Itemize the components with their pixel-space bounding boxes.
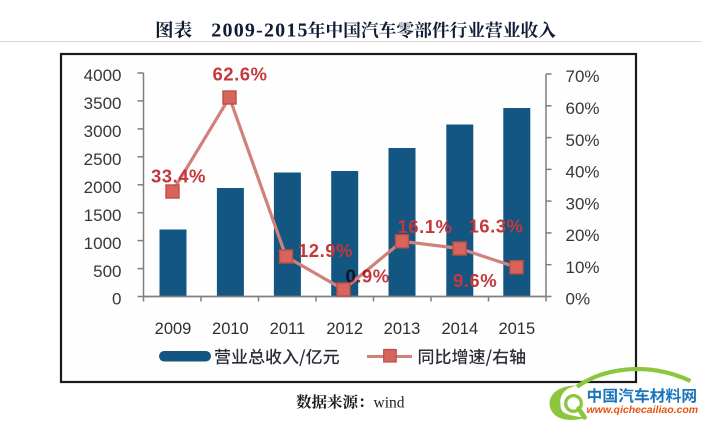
svg-text:10%: 10% xyxy=(566,258,600,277)
svg-text:2500: 2500 xyxy=(84,150,122,169)
svg-text:0: 0 xyxy=(112,290,121,309)
svg-text:wind: wind xyxy=(374,395,405,412)
svg-text:30%: 30% xyxy=(566,194,600,213)
svg-text:1000: 1000 xyxy=(84,234,122,253)
svg-text:12.9%: 12.9% xyxy=(298,240,353,261)
svg-text:62.6%: 62.6% xyxy=(213,64,268,85)
svg-text:4000: 4000 xyxy=(84,66,122,85)
svg-text:2009: 2009 xyxy=(155,320,192,338)
svg-text:2012: 2012 xyxy=(326,320,363,338)
svg-text:2000: 2000 xyxy=(84,178,122,197)
svg-text:16.3%: 16.3% xyxy=(469,216,524,237)
svg-text:www.qichecailiao.com: www.qichecailiao.com xyxy=(587,404,699,416)
svg-text:70%: 70% xyxy=(566,67,600,86)
svg-text:50%: 50% xyxy=(566,131,600,150)
svg-text:2010: 2010 xyxy=(212,320,249,338)
svg-text:9.6%: 9.6% xyxy=(453,270,497,291)
svg-text:1500: 1500 xyxy=(84,206,122,225)
svg-text:3000: 3000 xyxy=(84,122,122,141)
svg-text:40%: 40% xyxy=(566,163,600,182)
svg-text:60%: 60% xyxy=(566,99,600,118)
svg-text:20%: 20% xyxy=(566,226,600,245)
svg-text:2015: 2015 xyxy=(498,320,535,338)
svg-text:33.4%: 33.4% xyxy=(151,166,206,187)
svg-text:2014: 2014 xyxy=(441,320,478,338)
svg-text:2011: 2011 xyxy=(270,320,305,338)
svg-text:2013: 2013 xyxy=(384,320,421,338)
svg-text:16.1%: 16.1% xyxy=(398,216,453,237)
svg-text:2009-2015: 2009-2015 xyxy=(211,20,308,42)
svg-text:3500: 3500 xyxy=(84,94,122,113)
svg-text:500: 500 xyxy=(93,262,121,281)
svg-text:0%: 0% xyxy=(566,290,591,309)
svg-text:0.9%: 0.9% xyxy=(346,266,390,287)
